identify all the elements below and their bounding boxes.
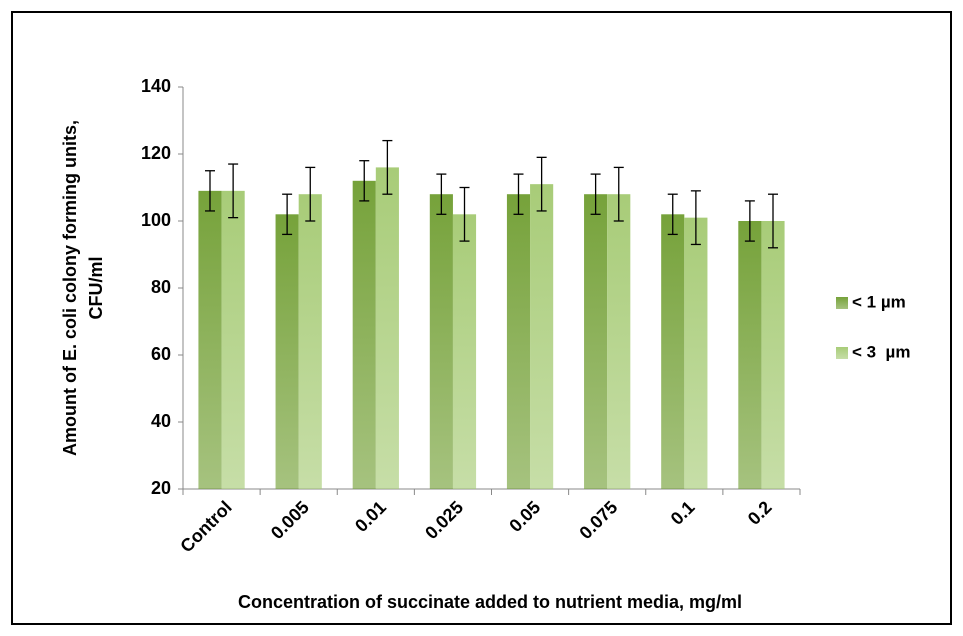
error-bar [359,160,370,202]
bar [584,194,608,489]
error-bar [513,173,524,215]
legend-label: < 3 µm [852,342,910,361]
error-bar [459,186,470,242]
y-axis-label: Amount of E. coli colony forming units, … [60,120,106,456]
legend-label: < 1 µm [852,292,906,311]
bar [375,167,399,489]
bar [452,214,477,490]
y-tick-label: 40 [151,411,171,431]
frame [11,11,952,625]
error-bar [228,163,239,219]
bar [198,190,222,489]
bar [352,180,376,490]
y-tick-label: 100 [141,210,171,230]
y-tick-label: 20 [151,478,171,498]
y-tick-label: 120 [141,143,171,163]
error-bar [690,190,701,246]
legend-swatch [836,297,848,309]
y-tick-label: 140 [141,76,171,96]
bar [661,214,685,490]
error-bar [667,193,678,236]
error-bar [768,193,779,249]
bar [738,221,762,489]
error-bar [536,156,547,212]
error-bar [382,139,393,195]
bar [506,194,531,489]
bar [221,190,245,489]
error-bar [744,200,755,242]
error-bar [204,170,215,212]
error-bar [436,173,447,215]
y-tick-label: 80 [151,277,171,297]
bar [684,217,708,489]
error-bar [282,193,293,236]
x-axis-label: Concentration of succinate added to nutr… [238,592,742,612]
bar [429,194,453,489]
y-tick-label: 60 [151,344,171,364]
error-bar [590,173,601,215]
y-axis-label-line: CFU/ml [86,257,106,320]
bar [761,221,785,489]
bar [530,184,554,489]
error-bar [305,166,316,222]
error-bar [613,166,624,222]
bar [607,194,631,489]
bar [275,214,299,490]
y-axis-label-line: Amount of E. coli colony forming units, [60,120,80,456]
bar [298,194,322,489]
legend-swatch [836,347,848,359]
